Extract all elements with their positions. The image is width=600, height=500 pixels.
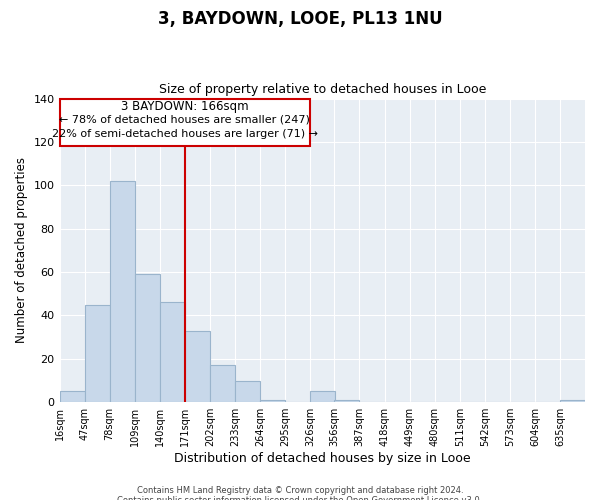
X-axis label: Distribution of detached houses by size in Looe: Distribution of detached houses by size … [174, 452, 470, 465]
Bar [260, 400, 285, 402]
Bar [235, 380, 260, 402]
Text: 3 BAYDOWN: 166sqm: 3 BAYDOWN: 166sqm [121, 100, 248, 112]
Bar [560, 400, 585, 402]
Bar [310, 392, 335, 402]
Bar [110, 181, 135, 402]
Bar [210, 366, 235, 402]
Text: 3, BAYDOWN, LOOE, PL13 1NU: 3, BAYDOWN, LOOE, PL13 1NU [158, 10, 442, 28]
FancyBboxPatch shape [59, 98, 310, 146]
Bar [185, 330, 210, 402]
Title: Size of property relative to detached houses in Looe: Size of property relative to detached ho… [158, 83, 486, 96]
Bar [59, 392, 85, 402]
Bar [135, 274, 160, 402]
Text: 22% of semi-detached houses are larger (71) →: 22% of semi-detached houses are larger (… [52, 130, 318, 140]
Bar [334, 400, 359, 402]
Bar [85, 304, 110, 402]
Text: Contains HM Land Registry data © Crown copyright and database right 2024.: Contains HM Land Registry data © Crown c… [137, 486, 463, 495]
Text: Contains public sector information licensed under the Open Government Licence v3: Contains public sector information licen… [118, 496, 482, 500]
Bar [160, 302, 185, 402]
Text: ← 78% of detached houses are smaller (247): ← 78% of detached houses are smaller (24… [59, 114, 310, 124]
Y-axis label: Number of detached properties: Number of detached properties [15, 158, 28, 344]
